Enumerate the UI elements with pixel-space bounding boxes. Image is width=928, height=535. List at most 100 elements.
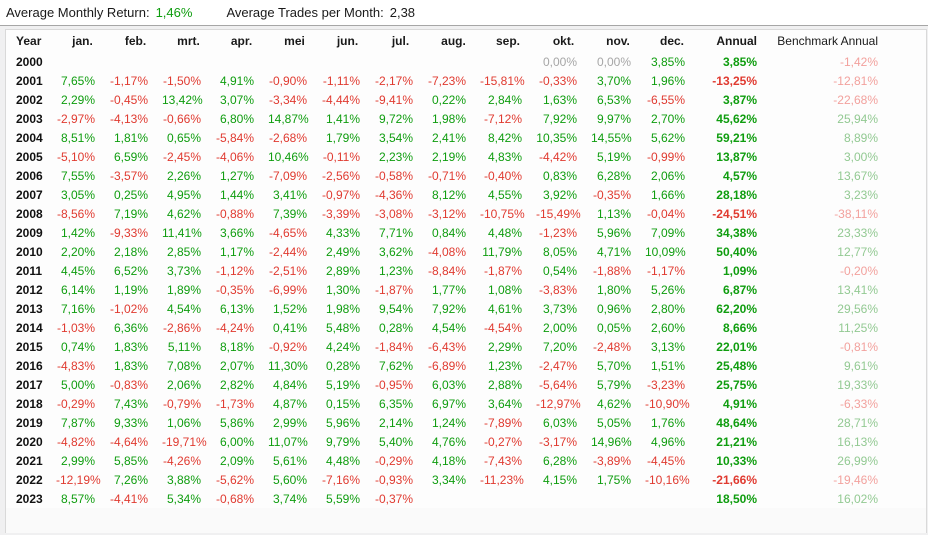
month-return-cell: -0,93% <box>374 472 413 487</box>
benchmark-annual-cell: -1,42% <box>839 54 878 69</box>
month-return-cell: 9,79% <box>325 434 360 449</box>
month-return-cell: 7,92% <box>542 111 577 126</box>
month-return-cell <box>427 489 480 508</box>
month-return-cell: 3,85% <box>650 54 685 69</box>
month-return-cell: 4,91% <box>219 73 254 88</box>
benchmark-annual-cell: 12,77% <box>837 244 878 259</box>
month-return-cell: 0,25% <box>113 187 148 202</box>
month-return-cell: 11,79% <box>482 244 522 259</box>
month-return-cell: -3,39% <box>321 206 360 221</box>
month-return-cell: 0,00% <box>542 54 577 69</box>
month-return-cell: 1,83% <box>113 358 148 373</box>
month-return-cell: -2,48% <box>592 339 631 354</box>
month-return-cell: 7,87% <box>60 415 95 430</box>
month-return-cell: -10,75% <box>480 206 525 221</box>
month-return-cell: 0,41% <box>272 320 307 335</box>
month-return-cell: 6,53% <box>596 92 631 107</box>
month-return-cell: 3,41% <box>272 187 307 202</box>
month-return-cell: -4,82% <box>56 434 95 449</box>
month-return-cell: -6,43% <box>427 339 466 354</box>
table-header: Year jan. feb. mrt. apr. mei jun. jul. aug. sep. o… <box>6 30 926 52</box>
month-return-cell: 8,42% <box>487 130 522 145</box>
annual-return-cell: 4,57% <box>722 168 757 183</box>
year-cell: 2023 <box>16 491 43 506</box>
column-header-year: Year <box>16 34 42 48</box>
month-return-cell: 1,06% <box>166 415 201 430</box>
month-return-cell: 4,33% <box>325 225 360 240</box>
month-return-cell: 4,87% <box>272 396 307 411</box>
month-return-cell: -4,41% <box>109 491 148 506</box>
month-return-cell <box>56 52 109 71</box>
avg-trades-per-month-value: 2,38 <box>389 5 416 20</box>
month-return-cell: 7,92% <box>431 301 466 316</box>
month-return-cell: -0,27% <box>483 434 522 449</box>
table-row: 2003 -2,97% -4,13% -0,66% 6,80% 14,87% 1,41% 9,… <box>6 109 926 128</box>
month-return-cell: -1,84% <box>374 339 413 354</box>
month-return-cell: -0,88% <box>215 206 254 221</box>
month-return-cell: 2,49% <box>325 244 360 259</box>
month-return-cell: 5,96% <box>596 225 631 240</box>
month-return-cell: 1,24% <box>431 415 466 430</box>
month-return-cell: 7,43% <box>113 396 148 411</box>
monthly-returns-table: Year jan. feb. mrt. apr. mei jun. jul. aug. sep. o… <box>6 30 926 508</box>
month-return-cell: 13,42% <box>162 92 203 107</box>
avg-monthly-return-value: 1,46% <box>155 5 193 20</box>
annual-return-cell: 45,62% <box>716 111 757 126</box>
month-return-cell: 6,13% <box>219 301 254 316</box>
column-header-jan: jan. <box>72 34 93 48</box>
month-return-cell: 9,97% <box>596 111 631 126</box>
month-return-cell: 5,26% <box>650 282 685 297</box>
month-return-cell: 0,28% <box>325 358 360 373</box>
month-return-cell: 2,18% <box>113 244 148 259</box>
month-return-cell: 6,35% <box>378 396 413 411</box>
month-return-cell <box>268 52 321 71</box>
month-return-cell: 5,05% <box>596 415 631 430</box>
month-return-cell: -1,87% <box>374 282 413 297</box>
month-return-cell: 3,73% <box>542 301 577 316</box>
month-return-cell: 1,80% <box>596 282 631 297</box>
month-return-cell: 1,96% <box>650 73 685 88</box>
annual-return-cell: -21,66% <box>712 472 757 487</box>
month-return-cell: 2,99% <box>272 415 307 430</box>
table-row: 2021 2,99% 5,85% -4,26% 2,09% 5,61% 4,48% -0,29… <box>6 451 926 470</box>
benchmark-annual-cell: 3,00% <box>843 149 878 164</box>
month-return-cell: 1,83% <box>113 339 148 354</box>
avg-monthly-return-label: Average Monthly Return: <box>6 5 150 20</box>
month-return-cell: -2,68% <box>268 130 307 145</box>
month-return-cell: -3,23% <box>646 377 685 392</box>
annual-return-cell: 62,20% <box>716 301 757 316</box>
month-return-cell: 4,54% <box>431 320 466 335</box>
month-return-cell: 2,41% <box>431 130 466 145</box>
month-return-cell: -3,83% <box>538 282 577 297</box>
month-return-cell: 6,52% <box>113 263 148 278</box>
month-return-cell: 2,29% <box>487 339 522 354</box>
month-return-cell: -1,03% <box>56 320 95 335</box>
month-return-cell: -2,45% <box>162 149 201 164</box>
month-return-cell: 2,20% <box>60 244 95 259</box>
year-cell: 2003 <box>16 111 43 126</box>
month-return-cell: -0,35% <box>215 282 254 297</box>
month-return-cell: -12,97% <box>536 396 581 411</box>
month-return-cell: 1,23% <box>487 358 522 373</box>
month-return-cell <box>321 52 374 71</box>
month-return-cell: -10,90% <box>645 396 690 411</box>
year-cell: 2022 <box>16 472 43 487</box>
month-return-cell: 11,41% <box>162 225 202 240</box>
table-row: 2022 -12,19% 7,26% 3,88% -5,62% 5,60% -7,16% -0… <box>6 470 926 489</box>
month-return-cell: -1,17% <box>646 263 685 278</box>
month-return-cell: 3,88% <box>166 472 201 487</box>
month-return-cell: 7,55% <box>60 168 95 183</box>
month-return-cell: 4,45% <box>60 263 95 278</box>
month-return-cell: -0,37% <box>374 491 413 506</box>
column-header-dec: dec. <box>659 34 684 48</box>
benchmark-annual-cell: 28,71% <box>837 415 878 430</box>
table-row: 2014 -1,03% 6,36% -2,86% -4,24% 0,41% 5,48% 0,2… <box>6 318 926 337</box>
year-cell: 2004 <box>16 130 43 145</box>
annual-return-cell: -13,25% <box>712 73 757 88</box>
month-return-cell: -6,89% <box>427 358 466 373</box>
table-row: 2015 0,74% 1,83% 5,11% 8,18% -0,92% 4,24% -1,84… <box>6 337 926 356</box>
month-return-cell: 7,65% <box>60 73 95 88</box>
benchmark-annual-cell: 26,99% <box>837 453 878 468</box>
month-return-cell: -4,64% <box>109 434 148 449</box>
benchmark-annual-cell: 11,25% <box>838 320 878 335</box>
